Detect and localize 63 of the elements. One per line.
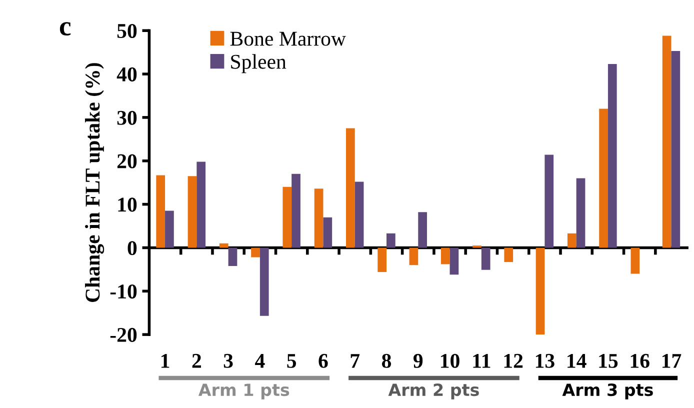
x-tick-label: 9: [413, 354, 423, 368]
x-tick-label: 8: [382, 354, 392, 368]
bar: [386, 233, 396, 248]
bar: [323, 217, 332, 248]
y-tick-label: 20: [117, 154, 137, 168]
bar: [450, 248, 459, 275]
bar: [228, 248, 238, 266]
x-tick-label: 2: [192, 354, 201, 368]
legend-label: Spleen: [231, 54, 286, 74]
x-tick-label: 6: [318, 354, 328, 368]
bar: [346, 128, 355, 248]
bar: [440, 248, 450, 264]
text: Arm 2 pts: [388, 383, 479, 400]
bar: [608, 64, 617, 248]
bar: [599, 108, 608, 248]
bar: [481, 248, 490, 270]
bar: [671, 51, 680, 248]
bar: [165, 210, 174, 248]
y-tick-label: -20: [110, 328, 137, 342]
bar: [576, 178, 586, 248]
bar: [409, 248, 418, 266]
bar: [314, 188, 324, 248]
x-tick-label: 3: [224, 354, 233, 368]
y-axis-title: Change in FLT uptake (%): [85, 63, 104, 302]
x-tick-label: 5: [287, 354, 296, 368]
bar: [418, 212, 427, 248]
bar: [544, 154, 554, 248]
bar: [567, 233, 576, 248]
chart-title: c: [60, 22, 71, 36]
text: Arm 3 pts: [562, 383, 653, 400]
text: Arm 1 pts: [198, 384, 290, 400]
legend-label: Bone Marrow: [230, 32, 346, 46]
bar: [292, 174, 300, 248]
bar: [378, 248, 386, 272]
bar: [536, 248, 545, 335]
x-tick-label: 1: [161, 354, 170, 368]
x-tick-label: 11: [473, 354, 490, 368]
bar: [251, 248, 260, 258]
bar: [662, 36, 672, 248]
y-tick-label: 10: [118, 198, 137, 212]
bar: [630, 248, 640, 274]
bar: [282, 186, 292, 248]
y-tick-label: -10: [110, 284, 137, 299]
x-tick-label: 16: [630, 354, 650, 368]
x-tick-label: 10: [441, 354, 460, 368]
x-tick-label: 17: [662, 354, 682, 368]
bar: [196, 162, 206, 248]
bar: [504, 248, 514, 262]
y-tick-label: 50: [117, 24, 137, 38]
x-tick-label: 15: [599, 354, 618, 368]
bar: [188, 176, 197, 248]
bar: [260, 248, 269, 316]
x-tick-label: 14: [568, 354, 586, 368]
bar: [354, 182, 364, 248]
x-tick-label: 13: [536, 354, 554, 368]
y-tick-label: 0: [128, 241, 137, 256]
x-tick-label: 4: [255, 354, 265, 368]
y-tick-label: 40: [116, 67, 137, 82]
x-tick-label: 7: [350, 354, 360, 368]
y-tick-label: 30: [117, 110, 137, 125]
bar: [156, 175, 166, 248]
bar: [219, 243, 228, 248]
x-tick-label: 12: [504, 354, 523, 368]
